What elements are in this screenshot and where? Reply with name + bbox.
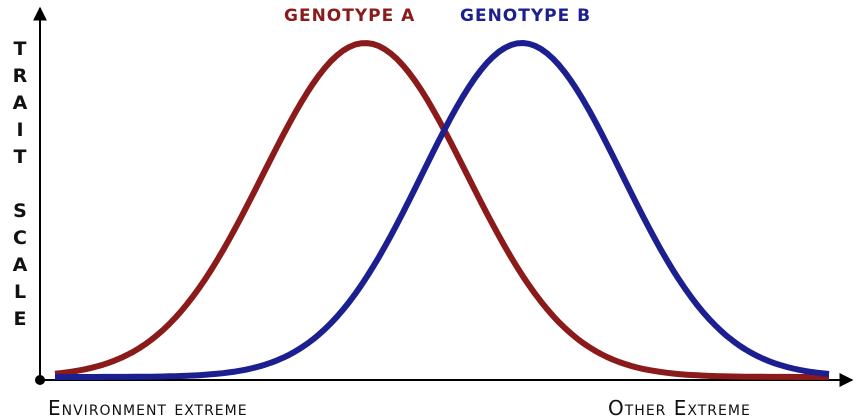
genotype-b-curve <box>55 40 830 380</box>
origin-dot <box>35 375 45 385</box>
genotype-a-curve <box>54 40 829 380</box>
x-left-label: Environment extreme <box>48 396 248 420</box>
y-axis-label: TRAIT SCALE <box>9 38 31 335</box>
genotype-b-label: GENOTYPE B <box>460 6 592 26</box>
x-right-label: Other Extreme <box>608 396 751 420</box>
genotype-a-label: GENOTYPE A <box>284 6 416 26</box>
